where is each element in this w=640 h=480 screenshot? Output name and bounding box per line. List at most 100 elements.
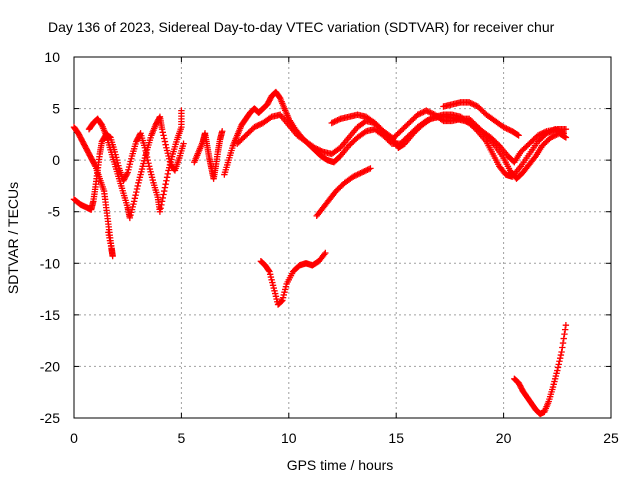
grid-lines <box>74 57 611 418</box>
y-tick-label: -20 <box>40 358 60 374</box>
data-point <box>278 297 285 305</box>
data-point <box>470 101 477 108</box>
y-axis-ticks: 10 5 0 -5 -10 -15 -20 -25 <box>40 49 611 426</box>
data-point <box>133 188 140 196</box>
data-point <box>158 198 166 205</box>
chart-title: Day 136 of 2023, Sidereal Day-to-day VTE… <box>48 19 555 35</box>
data-point <box>161 187 168 195</box>
data-point <box>163 174 171 181</box>
data-point <box>315 146 323 154</box>
series-track-f <box>234 107 570 182</box>
y-tick-label: 10 <box>44 49 60 65</box>
data-point <box>328 119 335 127</box>
data-point <box>251 123 258 131</box>
data-point <box>425 108 433 116</box>
data-point <box>464 119 471 126</box>
y-tick-label: -10 <box>40 255 60 271</box>
data-point <box>265 267 272 274</box>
data-point <box>364 166 371 173</box>
data-point <box>361 129 368 136</box>
x-axis-label: GPS time / hours <box>287 457 394 473</box>
data-point <box>417 110 424 117</box>
data-point <box>157 205 164 212</box>
data-point <box>134 182 141 190</box>
data-point <box>161 184 169 191</box>
data-point <box>554 367 561 374</box>
data-point <box>266 114 274 122</box>
data-point <box>365 165 373 173</box>
data-point <box>317 147 324 154</box>
data-point <box>160 132 167 139</box>
y-tick-label: -15 <box>40 307 60 323</box>
data-point <box>467 120 474 127</box>
data-point <box>561 133 569 140</box>
x-tick-label: 5 <box>178 430 186 446</box>
data-point <box>159 129 166 136</box>
x-axis-ticks: 0 5 10 15 20 25 <box>70 57 619 446</box>
x-tick-label: 15 <box>388 430 404 446</box>
data-point <box>423 107 430 114</box>
data-point <box>178 107 185 114</box>
data-point <box>161 135 168 142</box>
data-point <box>352 172 360 179</box>
data-point <box>539 130 546 137</box>
data-point <box>161 138 169 145</box>
data-marks <box>70 88 570 418</box>
data-point <box>501 124 509 132</box>
data-point <box>136 131 144 138</box>
y-tick-label: -25 <box>40 410 60 426</box>
data-point <box>367 165 374 172</box>
data-point <box>427 109 434 116</box>
data-point <box>332 117 340 125</box>
data-point <box>133 185 141 193</box>
data-point <box>556 354 564 362</box>
data-point <box>463 118 470 125</box>
data-point <box>541 128 549 136</box>
data-point <box>468 100 476 107</box>
data-point <box>358 169 366 176</box>
plot-frame <box>73 56 612 419</box>
data-point <box>318 148 325 155</box>
data-point <box>256 121 264 128</box>
data-point <box>162 141 169 148</box>
data-point <box>331 118 338 125</box>
data-point <box>354 171 361 178</box>
data-point <box>158 126 166 133</box>
data-point <box>156 208 164 215</box>
data-point <box>277 298 285 305</box>
series-track-j <box>257 249 329 308</box>
data-point <box>162 181 169 188</box>
data-point <box>471 101 479 109</box>
series-track-i <box>313 165 374 220</box>
data-point <box>329 119 337 126</box>
data-point <box>420 108 427 116</box>
data-point <box>506 126 513 134</box>
data-point <box>466 119 473 127</box>
data-point <box>536 131 543 138</box>
data-point <box>557 351 565 359</box>
data-point <box>466 99 473 106</box>
data-point <box>494 141 502 148</box>
x-tick-label: 10 <box>281 430 297 446</box>
data-point <box>322 249 329 257</box>
data-point <box>534 132 542 139</box>
data-point <box>540 129 547 136</box>
data-point <box>351 172 358 180</box>
data-point <box>105 229 112 236</box>
series-track-a <box>70 123 116 260</box>
data-point <box>132 192 139 199</box>
data-point <box>559 339 567 347</box>
data-point <box>355 170 363 178</box>
data-point <box>556 358 563 365</box>
data-point <box>467 99 474 107</box>
data-point <box>350 173 357 180</box>
data-point <box>551 132 559 139</box>
data-point <box>503 125 510 132</box>
data-point <box>514 131 521 138</box>
data-point <box>312 145 320 152</box>
x-tick-label: 25 <box>603 430 619 446</box>
data-point <box>560 335 567 342</box>
data-point <box>335 116 343 123</box>
data-point <box>547 134 555 141</box>
data-point <box>180 140 187 147</box>
